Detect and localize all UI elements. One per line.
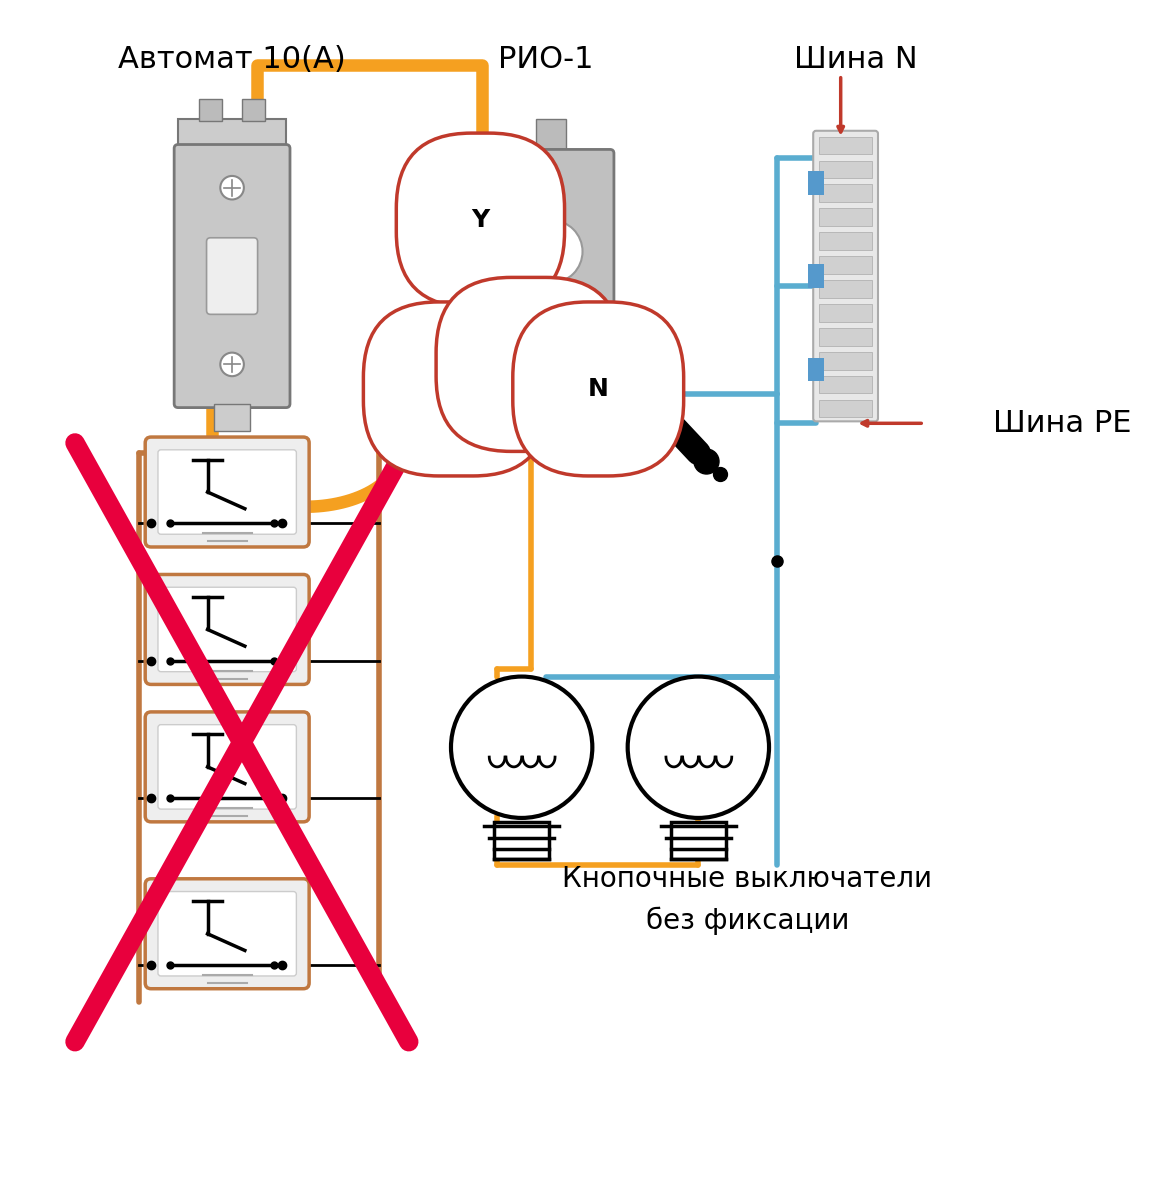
Text: Шина N: Шина N xyxy=(794,46,917,74)
Circle shape xyxy=(451,677,593,818)
Text: РИО-1: РИО-1 xyxy=(498,46,594,74)
Circle shape xyxy=(571,349,590,370)
Bar xyxy=(819,304,873,322)
Bar xyxy=(819,137,873,155)
Bar xyxy=(819,280,873,298)
Circle shape xyxy=(541,349,561,370)
Bar xyxy=(537,119,566,156)
Bar xyxy=(178,119,286,149)
Circle shape xyxy=(221,353,244,376)
FancyBboxPatch shape xyxy=(145,878,309,989)
Circle shape xyxy=(221,176,244,199)
Text: 11: 11 xyxy=(438,377,473,401)
FancyBboxPatch shape xyxy=(158,450,296,534)
Bar xyxy=(819,233,873,250)
FancyBboxPatch shape xyxy=(158,587,296,672)
Bar xyxy=(215,403,250,431)
Bar xyxy=(819,257,873,274)
FancyBboxPatch shape xyxy=(145,712,309,822)
Bar xyxy=(819,328,873,346)
Bar xyxy=(819,161,873,179)
Circle shape xyxy=(511,349,531,370)
Bar xyxy=(809,358,824,382)
Text: Y: Y xyxy=(472,208,489,232)
Bar xyxy=(819,400,873,418)
Bar xyxy=(242,100,265,121)
Bar xyxy=(809,264,824,288)
Text: Шина PE: Шина PE xyxy=(992,409,1132,438)
Circle shape xyxy=(519,220,582,283)
FancyBboxPatch shape xyxy=(158,892,296,976)
FancyBboxPatch shape xyxy=(488,150,614,392)
FancyBboxPatch shape xyxy=(494,822,550,859)
FancyBboxPatch shape xyxy=(145,437,309,547)
Text: 14: 14 xyxy=(511,353,546,377)
Text: Кнопочные выключатели
без фиксации: Кнопочные выключатели без фиксации xyxy=(562,865,932,935)
FancyBboxPatch shape xyxy=(174,144,290,408)
Bar xyxy=(819,352,873,370)
Bar xyxy=(819,185,873,202)
Bar xyxy=(199,100,222,121)
Circle shape xyxy=(627,677,769,818)
Bar xyxy=(507,389,595,419)
Bar xyxy=(819,376,873,394)
Text: N: N xyxy=(588,377,609,401)
FancyBboxPatch shape xyxy=(158,725,296,809)
FancyBboxPatch shape xyxy=(145,575,309,684)
Bar xyxy=(809,172,824,194)
FancyBboxPatch shape xyxy=(670,822,726,859)
Text: Автомат 10(А): Автомат 10(А) xyxy=(119,46,346,74)
FancyBboxPatch shape xyxy=(813,131,878,421)
Bar xyxy=(819,209,873,226)
FancyBboxPatch shape xyxy=(207,238,258,314)
